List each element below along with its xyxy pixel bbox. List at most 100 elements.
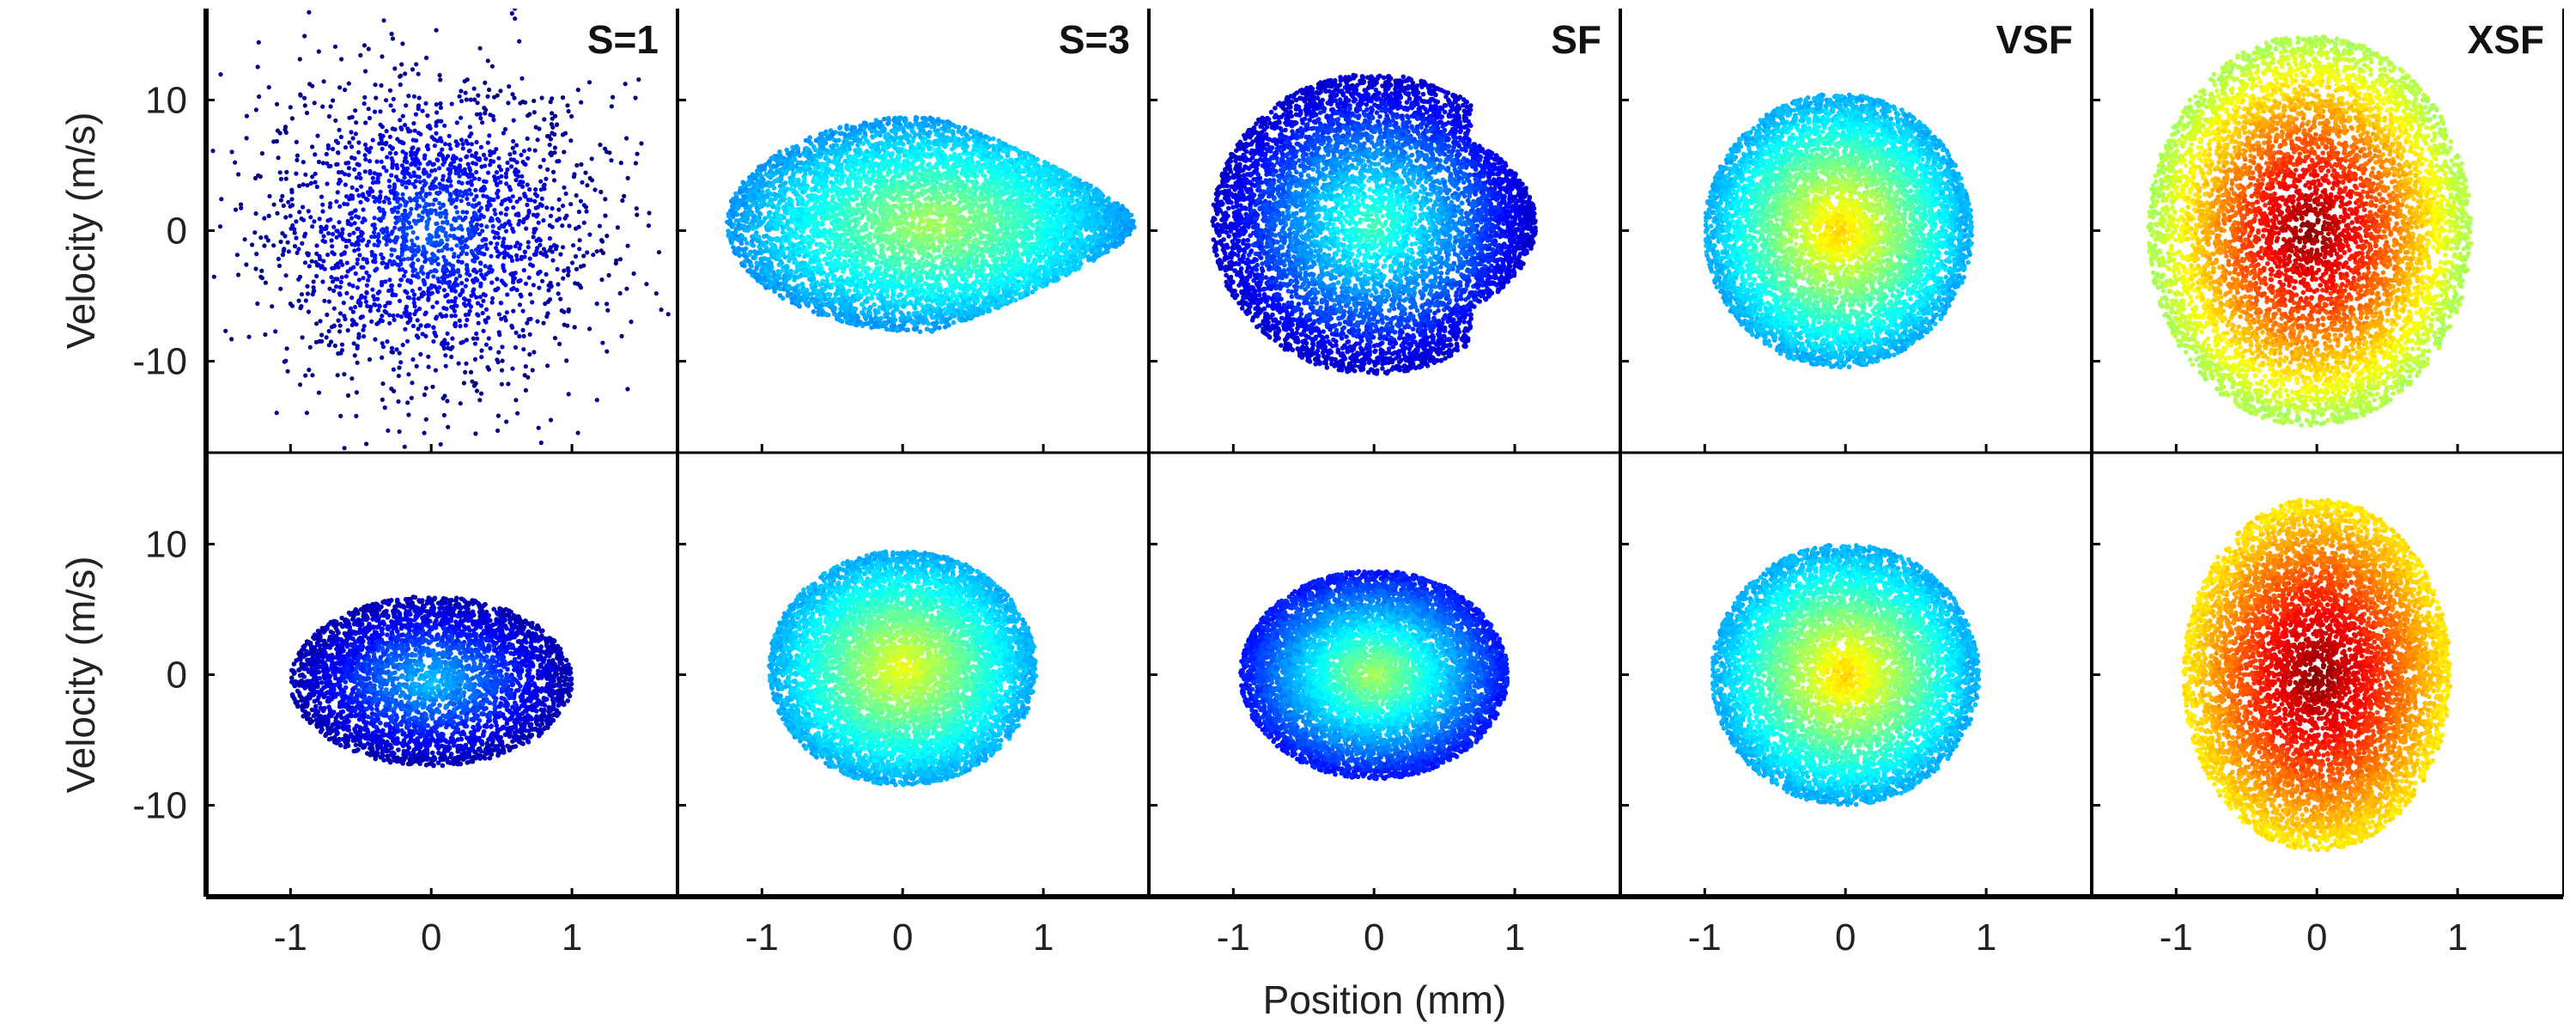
data-point (433, 143, 437, 148)
data-point (354, 322, 358, 326)
data-point (492, 208, 496, 212)
data-point (465, 318, 469, 322)
data-point (469, 221, 473, 225)
data-point (387, 321, 392, 326)
data-point (441, 265, 446, 269)
data-point (548, 223, 552, 228)
data-point (467, 134, 471, 138)
data-point (347, 239, 351, 243)
data-point (495, 231, 500, 235)
data-point (264, 234, 268, 239)
data-point (301, 182, 306, 186)
data-point (422, 205, 427, 210)
data-point (391, 314, 395, 318)
data-point (347, 173, 351, 177)
data-point (478, 260, 483, 265)
data-point (479, 272, 483, 277)
data-point (398, 118, 402, 122)
data-point (496, 350, 501, 355)
data-point (263, 332, 267, 337)
data-point (296, 277, 301, 282)
data-point (376, 180, 380, 184)
data-point (480, 245, 484, 249)
data-point (504, 207, 508, 211)
data-point (542, 247, 546, 251)
data-point (398, 267, 402, 271)
data-point (562, 323, 567, 327)
data-point (267, 85, 271, 89)
data-point (479, 355, 483, 359)
data-point (363, 157, 368, 161)
data-point (524, 282, 528, 286)
data-point (485, 247, 489, 251)
data-point (504, 229, 508, 234)
data-point (489, 280, 494, 284)
data-point (387, 259, 392, 263)
data-point (505, 245, 509, 249)
data-point (574, 227, 578, 231)
data-point (415, 203, 419, 207)
data-point (587, 326, 592, 331)
data-point (295, 154, 300, 158)
data-point (500, 278, 504, 283)
data-point (463, 370, 467, 374)
data-point (404, 305, 409, 309)
data-point (459, 137, 464, 142)
data-point (454, 188, 459, 192)
data-point (416, 104, 421, 108)
data-point (359, 294, 363, 298)
data-point (385, 339, 389, 344)
data-point (424, 192, 428, 196)
data-point (440, 220, 445, 224)
data-point (441, 396, 446, 400)
data-point (439, 225, 443, 229)
data-point (285, 346, 289, 350)
data-point (392, 66, 397, 70)
data-point (504, 419, 508, 423)
data-point (623, 82, 628, 86)
data-point (482, 329, 486, 333)
data-point (434, 269, 439, 273)
data-point (577, 247, 581, 251)
data-point (333, 344, 337, 348)
data-point (401, 192, 405, 197)
data-point (470, 216, 474, 221)
data-point (434, 124, 438, 128)
data-point (478, 116, 483, 120)
data-point (319, 265, 323, 270)
data-point (380, 83, 384, 88)
data-point (607, 273, 611, 277)
data-point (385, 155, 389, 159)
data-point (389, 174, 393, 178)
data-point (787, 175, 793, 180)
data-point (522, 217, 526, 222)
data-point (489, 216, 494, 221)
data-point (396, 210, 400, 214)
data-point (230, 149, 234, 154)
data-point (506, 161, 510, 165)
data-point (435, 157, 440, 161)
data-point (416, 275, 421, 279)
data-point (387, 277, 392, 282)
data-point (458, 319, 462, 323)
data-point (432, 253, 436, 258)
data-point (366, 190, 370, 194)
data-point (426, 292, 430, 296)
data-point (942, 198, 947, 203)
data-point (313, 152, 317, 156)
data-point (443, 353, 447, 357)
scatter-panel-r1-c2 (725, 115, 1137, 334)
data-point (337, 85, 342, 89)
data-point (473, 357, 477, 362)
data-point (398, 75, 402, 79)
data-point (533, 192, 538, 196)
data-point (319, 195, 324, 199)
data-point (433, 167, 437, 172)
data-point (618, 257, 623, 261)
data-point (358, 53, 362, 58)
data-point (474, 194, 478, 198)
data-point (422, 183, 427, 187)
data-point (318, 216, 322, 221)
data-point (526, 317, 531, 321)
data-point (550, 206, 555, 210)
